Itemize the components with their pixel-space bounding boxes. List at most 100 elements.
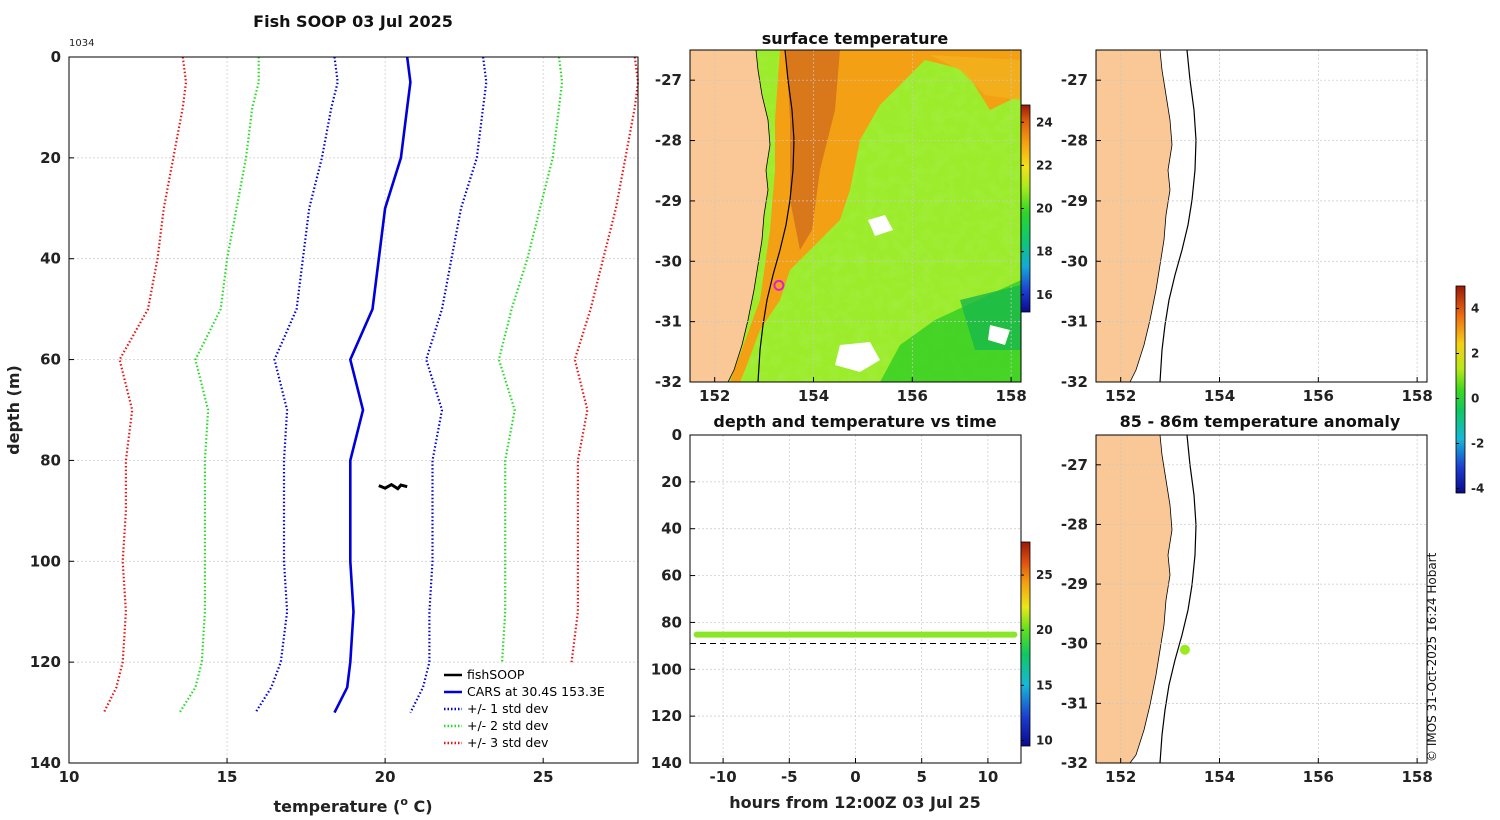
anomaly-colorbar-ticks: -4 -2 0 2 4	[1455, 285, 1484, 496]
anomaly-ytick-label: -31	[1061, 694, 1088, 712]
anomaly-colorbar-tick-label: 4	[1471, 302, 1479, 316]
depth-time-xtick-label: -5	[781, 768, 798, 786]
profile-background	[69, 57, 638, 763]
minus-2std-line	[178, 57, 260, 714]
anomaly-xtick-label: 152	[1105, 768, 1136, 786]
sst-ytick-label: -28	[655, 132, 682, 150]
top-right-xtick-label: 156	[1303, 387, 1334, 405]
sst-ytick-label: -31	[655, 313, 682, 331]
top-right-ytick-label: -29	[1061, 192, 1088, 210]
top-right-ytick-label: -27	[1061, 71, 1088, 89]
anomaly-isobath	[1159, 435, 1197, 763]
minus-3std-line	[102, 56, 188, 714]
anomaly-frame	[1095, 434, 1428, 764]
depth-time-series	[690, 631, 1021, 645]
profile-ylabel: depth (m)	[4, 365, 23, 455]
profile-xtick-label: 25	[533, 768, 554, 786]
sst-title: surface temperature	[762, 29, 949, 48]
depth-time-panel: depth and temperature vs time -10 -5 0 5 100…	[651, 412, 1053, 812]
profile-xtick-label: 20	[375, 768, 396, 786]
legend-box	[437, 663, 619, 757]
profile-frame	[68, 56, 639, 764]
anomaly-colorbar-tick-label: -2	[1471, 437, 1484, 451]
sst-colorbar-tick-label: 18	[1036, 245, 1053, 259]
depth-time-colorbar-tick-label: 20	[1036, 623, 1053, 637]
anomaly-ytick-label: -27	[1061, 456, 1088, 474]
anomaly-title: 85 - 86m temperature anomaly	[1120, 412, 1401, 431]
anomaly-ytick-label: -32	[1061, 754, 1088, 772]
sst-ytick-label: -29	[655, 192, 682, 210]
plus-2std-line	[485, 56, 564, 713]
sst-xtick-label: 158	[995, 387, 1026, 405]
depth-time-colorbar-ticks: 10 15 20 25	[1020, 541, 1053, 747]
sst-colorbar-tick-label: 20	[1036, 202, 1053, 216]
profile-ytick-label: 100	[30, 552, 61, 570]
sst-ytick-label: -32	[655, 373, 682, 391]
top-right-isobath	[1159, 50, 1197, 382]
profile-ytick-label: 140	[30, 754, 61, 772]
profile-series	[102, 56, 640, 714]
legend-label-cars: CARS at 30.4S 153.3E	[467, 684, 605, 699]
top-right-land	[1096, 50, 1173, 382]
sst-colorbar	[1021, 105, 1030, 312]
profile-ytick-label: 80	[40, 451, 61, 469]
profile-ytick-label: 40	[40, 250, 61, 268]
sst-field	[690, 50, 1021, 382]
profile-ytick-label: 120	[30, 653, 61, 671]
legend-label-3std: +/- 3 std dev	[467, 735, 549, 750]
depth-time-colorbar-tick-label: 10	[1036, 733, 1053, 747]
depth-time-ytick-label: 20	[661, 473, 682, 491]
depth-time-xtick-label: 0	[850, 768, 860, 786]
anomaly-colorbar-tick-label: 0	[1471, 392, 1479, 406]
top-right-ytick-label: -31	[1061, 313, 1088, 331]
profile-panel: Fish SOOP 03 Jul 2025 1034 10 15 20 25 0 20 40…	[4, 12, 640, 816]
anomaly-ticks: 152 154 156 158 -27 -28 -29 -30 -31 -32	[1061, 456, 1433, 786]
top-right-ticks: 152 154 156 158 -27 -28 -29 -30 -31 -32	[1061, 71, 1433, 405]
top-right-ytick-label: -30	[1061, 252, 1088, 270]
profile-ticks: 10 15 20 25 0 20 40 60 80 100 120 140	[30, 48, 554, 786]
sst-xtick-label: 156	[897, 387, 928, 405]
depth-time-ytick-label: 40	[661, 520, 682, 538]
anomaly-ytick-label: -28	[1061, 515, 1088, 533]
anomaly-map-field	[1096, 435, 1197, 763]
anomaly-xtick-label: 156	[1303, 768, 1334, 786]
sst-colorbar-ticks: 16 18 20 22 24	[1020, 104, 1053, 313]
depth-time-ytick-label: 60	[661, 567, 682, 585]
anomaly-xtick-label: 158	[1401, 768, 1432, 786]
profile-corner-label: 1034	[69, 38, 94, 49]
depth-time-xtick-label: 5	[916, 768, 926, 786]
depth-time-colorbar	[1021, 542, 1030, 746]
sst-colorbar-tick-label: 16	[1036, 288, 1053, 302]
legend-label-1std: +/- 1 std dev	[467, 701, 549, 716]
sst-hot-core	[786, 50, 840, 250]
sst-colorbar-tick-label: 24	[1036, 115, 1053, 129]
sst-station-marker	[773, 279, 785, 291]
anomaly-colorbar-frame	[1455, 285, 1466, 494]
depth-time-title: depth and temperature vs time	[713, 412, 996, 431]
profile-xtick-label: 10	[59, 768, 80, 786]
sst-cloud-1	[835, 342, 880, 372]
anomaly-ytick-label: -29	[1061, 575, 1088, 593]
sst-cloud-3	[988, 325, 1010, 345]
depth-time-xlabel: hours from 12:00Z 03 Jul 25	[729, 793, 980, 812]
sst-ticks: 152 154 156 158 -27 -28 -29 -30 -31 -32	[655, 71, 1027, 405]
sst-land	[690, 50, 771, 382]
depth-time-ytick-label: 0	[672, 426, 682, 444]
sst-isobath	[757, 50, 795, 382]
sst-cloud-2	[868, 215, 893, 236]
sst-map-panel: surface temperature 152 154 156 158 -27 -28 -2…	[655, 29, 1053, 405]
credit-text: © IMOS 31-Oct-2025 16:24 Hobart	[1425, 552, 1439, 762]
fishsoop-line	[378, 482, 408, 491]
top-right-xtick-label: 154	[1204, 387, 1235, 405]
top-right-xtick-label: 152	[1105, 387, 1136, 405]
anomaly-colorbar-tick-label: 2	[1471, 347, 1479, 361]
legend-label-fishsoop: fishSOOP	[467, 667, 525, 682]
top-right-xtick-label: 158	[1401, 387, 1432, 405]
top-right-frame	[1095, 49, 1428, 383]
profile-ytick-label: 0	[51, 48, 61, 66]
profile-ytick-label: 60	[40, 351, 61, 369]
profile-legend: fishSOOP CARS at 30.4S 153.3E +/- 1 std …	[437, 663, 619, 757]
top-right-map-panel: 152 154 156 158 -27 -28 -29 -30 -31 -32	[1061, 49, 1433, 405]
